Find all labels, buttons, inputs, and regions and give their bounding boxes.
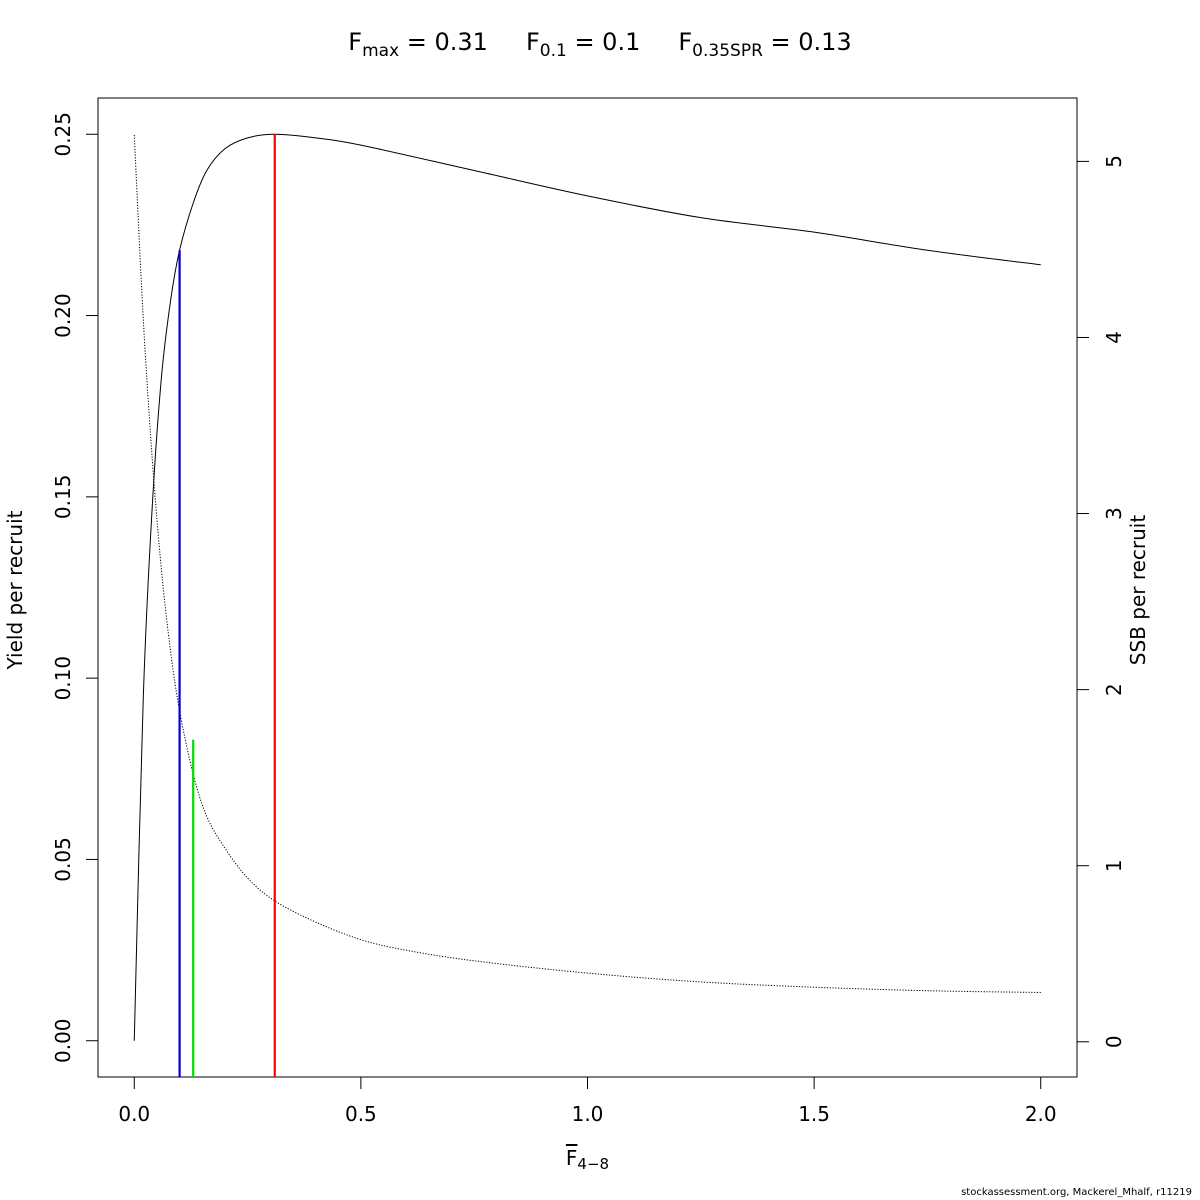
y-left-tick-label: 0.25	[51, 112, 75, 157]
x-tick-label: 1.0	[572, 1102, 604, 1126]
x-tick-label: 2.0	[1025, 1102, 1057, 1126]
y-right-tick-label: 1	[1102, 859, 1126, 872]
ssb-per-recruit-line	[133, 134, 1041, 993]
yield-per-recruit-line	[133, 133, 1041, 1041]
y-left-tick-label: 0.15	[51, 475, 75, 520]
y-axis-right: 0 1 2 3 4 5	[1077, 155, 1126, 1048]
y-right-tick-label: 2	[1102, 683, 1126, 696]
fmax-label: Fmax = 0.31	[348, 28, 488, 61]
credit-text: stockassessment.org, Mackerel_Mhalf, r11…	[961, 1187, 1192, 1198]
y-axis-left-title: Yield per recruit	[3, 510, 27, 670]
y-left-tick-label: 0.10	[51, 656, 75, 701]
chart-title: Fmax = 0.31 F0.1 = 0.1 F0.35SPR = 0.13	[0, 28, 1200, 61]
series-layer	[133, 133, 1041, 1041]
x-tick-label: 0.0	[118, 1102, 150, 1126]
y-left-tick-label: 0.20	[51, 293, 75, 338]
x-tick-label: 0.5	[345, 1102, 377, 1126]
f01-label: F0.1 = 0.1	[525, 28, 641, 61]
y-axis-right-title: SSB per recruit	[1126, 515, 1150, 666]
y-right-tick-label: 0	[1102, 1035, 1126, 1048]
x-axis: 0.0 0.5 1.0 1.5 2.0	[118, 1077, 1057, 1126]
x-tick-label: 1.5	[798, 1102, 830, 1126]
reference-lines	[178, 134, 276, 1077]
y-left-tick-label: 0.00	[51, 1018, 75, 1063]
y-left-tick-label: 0.05	[51, 837, 75, 882]
plot-frame	[97, 97, 1078, 1078]
fspr-label: F0.35SPR = 0.13	[678, 28, 852, 61]
y-right-tick-label: 4	[1102, 331, 1126, 344]
y-right-tick-label: 5	[1102, 155, 1126, 168]
x-axis-title: F4−8	[565, 1146, 610, 1173]
y-axis-left: 0.00 0.05 0.10 0.15 0.20 0.25	[51, 112, 98, 1063]
y-right-tick-label: 3	[1102, 507, 1126, 520]
